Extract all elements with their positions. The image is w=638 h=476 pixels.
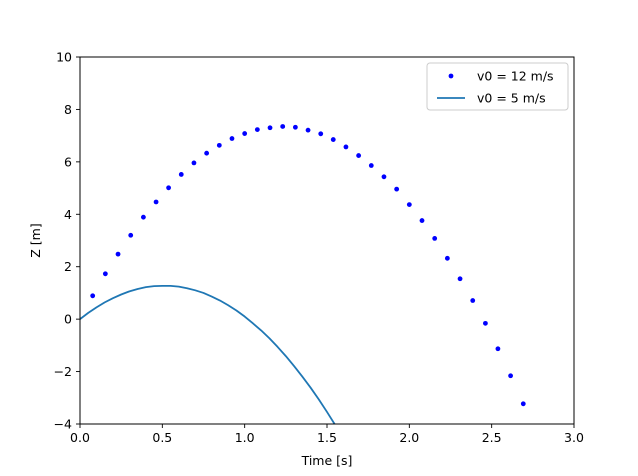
- data-point: [419, 218, 425, 223]
- x-tick-label: 3.0: [564, 430, 584, 445]
- x-tick-label: 0.5: [152, 430, 172, 445]
- data-point: [153, 199, 159, 205]
- data-point: [267, 125, 273, 131]
- y-tick-label: 6: [64, 154, 72, 169]
- x-tick-label: 1.5: [317, 430, 337, 445]
- data-point: [318, 131, 324, 137]
- data-point: [280, 124, 286, 129]
- series-line-1: [80, 284, 336, 424]
- x-tick-label: 2.0: [399, 430, 419, 445]
- data-point: [508, 373, 513, 379]
- x-tick-label: 1.0: [235, 430, 255, 445]
- x-tick-label: 2.5: [482, 430, 502, 445]
- data-point: [381, 174, 387, 180]
- y-tick-label: −2: [54, 364, 72, 379]
- data-point: [495, 346, 501, 352]
- y-tick-label: 0: [64, 312, 72, 327]
- y-tick-label: 2: [64, 259, 72, 274]
- data-point: [242, 131, 248, 136]
- y-axis: −4 −2 0 2 4 6 8 10: [54, 50, 80, 432]
- data-point: [166, 185, 171, 191]
- y-tick-label: 4: [64, 207, 72, 222]
- data-point: [229, 136, 235, 141]
- data-point: [128, 232, 134, 238]
- x-axis: 0.0 0.5 1.0 1.5 2.0 2.5 3.0: [70, 424, 584, 445]
- data-point: [254, 127, 260, 133]
- legend-marker-v0-12: [448, 73, 454, 79]
- data-point: [305, 127, 311, 133]
- data-point: [292, 124, 298, 130]
- data-point: [102, 271, 108, 277]
- data-point: [368, 163, 374, 168]
- data-point: [115, 251, 121, 257]
- y-tick-label: 10: [56, 50, 72, 65]
- data-point: [204, 150, 210, 156]
- data-point: [520, 401, 526, 407]
- legend-label-v0-5: v0 = 5 m/s: [477, 91, 546, 106]
- data-point: [432, 236, 438, 241]
- y-axis-label: Z [m]: [28, 223, 43, 257]
- data-point: [343, 144, 349, 150]
- data-point: [483, 320, 488, 326]
- data-point: [444, 255, 450, 261]
- data-point: [141, 214, 146, 220]
- legend-label-v0-12: v0 = 12 m/s: [477, 69, 554, 84]
- plot-area: [80, 57, 574, 424]
- x-axis-label: Time [s]: [301, 453, 353, 468]
- data-point: [356, 153, 362, 158]
- data-point: [406, 202, 412, 207]
- data-point: [470, 298, 476, 303]
- y-tick-label: 8: [64, 102, 72, 117]
- data-point: [178, 172, 184, 177]
- data-point: [330, 137, 336, 142]
- data-point: [191, 160, 197, 166]
- x-tick-label: 0.0: [70, 430, 90, 445]
- data-point: [90, 293, 96, 299]
- data-point: [457, 276, 463, 282]
- series-layer: [80, 124, 526, 424]
- data-point: [216, 142, 222, 148]
- data-point: [394, 186, 400, 192]
- legend: v0 = 12 m/s v0 = 5 m/s: [426, 62, 569, 111]
- y-tick-label: −4: [54, 417, 72, 432]
